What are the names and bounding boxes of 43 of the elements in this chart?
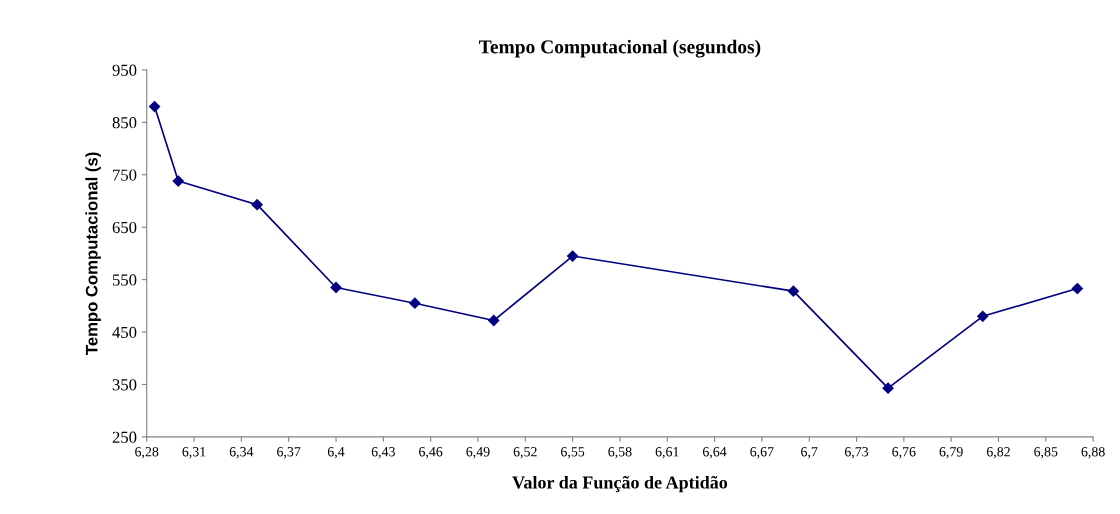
point bbox=[251, 199, 263, 211]
x-tick-label: 6,85 bbox=[1034, 447, 1058, 459]
y-axis-title: Tempo Computacional (s) bbox=[85, 152, 101, 355]
point bbox=[787, 285, 800, 297]
x-tick-label: 6,67 bbox=[750, 447, 774, 459]
x-tick-label: 6,49 bbox=[466, 447, 490, 459]
point bbox=[488, 314, 500, 327]
x-tick-label: 6,7 bbox=[801, 447, 818, 459]
point bbox=[149, 100, 161, 113]
chart-title: Tempo Computacional (segundos) bbox=[479, 39, 761, 58]
x-tick-label: 6,58 bbox=[608, 447, 632, 459]
x-tick-label: 6,37 bbox=[277, 447, 301, 459]
point bbox=[330, 281, 342, 294]
x-tick-label: 6,82 bbox=[986, 447, 1010, 459]
x-tick-label: 6,61 bbox=[655, 447, 679, 459]
x-tick-label: 6,64 bbox=[703, 447, 727, 459]
x-tick-label: 6,55 bbox=[561, 447, 585, 459]
x-tick-label: 6,73 bbox=[844, 447, 869, 459]
y-tick-label: 450 bbox=[112, 326, 137, 338]
point bbox=[882, 382, 894, 394]
x-tick-label: 6,46 bbox=[419, 447, 443, 459]
x-tick-label: 6,34 bbox=[229, 447, 254, 459]
y-tick-label: 850 bbox=[112, 117, 137, 129]
y-tick-label: 750 bbox=[113, 169, 137, 181]
y-tick-label: 650 bbox=[112, 221, 137, 234]
point bbox=[977, 310, 989, 322]
x-tick-label: 6,79 bbox=[939, 447, 963, 459]
x-tick-label: 6,4 bbox=[327, 447, 345, 459]
point bbox=[409, 297, 421, 309]
x-tick-label: 6,31 bbox=[182, 447, 206, 459]
x-tick-label: 6,28 bbox=[135, 447, 159, 459]
x-tick-label: 6,88 bbox=[1081, 447, 1105, 459]
x-tick-label: 6,43 bbox=[371, 447, 395, 459]
x-tick-label: 6,52 bbox=[513, 447, 537, 459]
point bbox=[566, 250, 579, 262]
x-axis-title: Valor da Função de Aptidão bbox=[512, 475, 728, 493]
y-tick-label: 550 bbox=[112, 274, 137, 286]
y-tick-label: 350 bbox=[112, 379, 137, 391]
x-tick-label: 6,76 bbox=[892, 447, 916, 459]
y-tick-label: 950 bbox=[112, 64, 137, 76]
y-tick-label: 250 bbox=[112, 431, 137, 443]
point bbox=[1071, 282, 1083, 295]
point bbox=[172, 175, 184, 187]
